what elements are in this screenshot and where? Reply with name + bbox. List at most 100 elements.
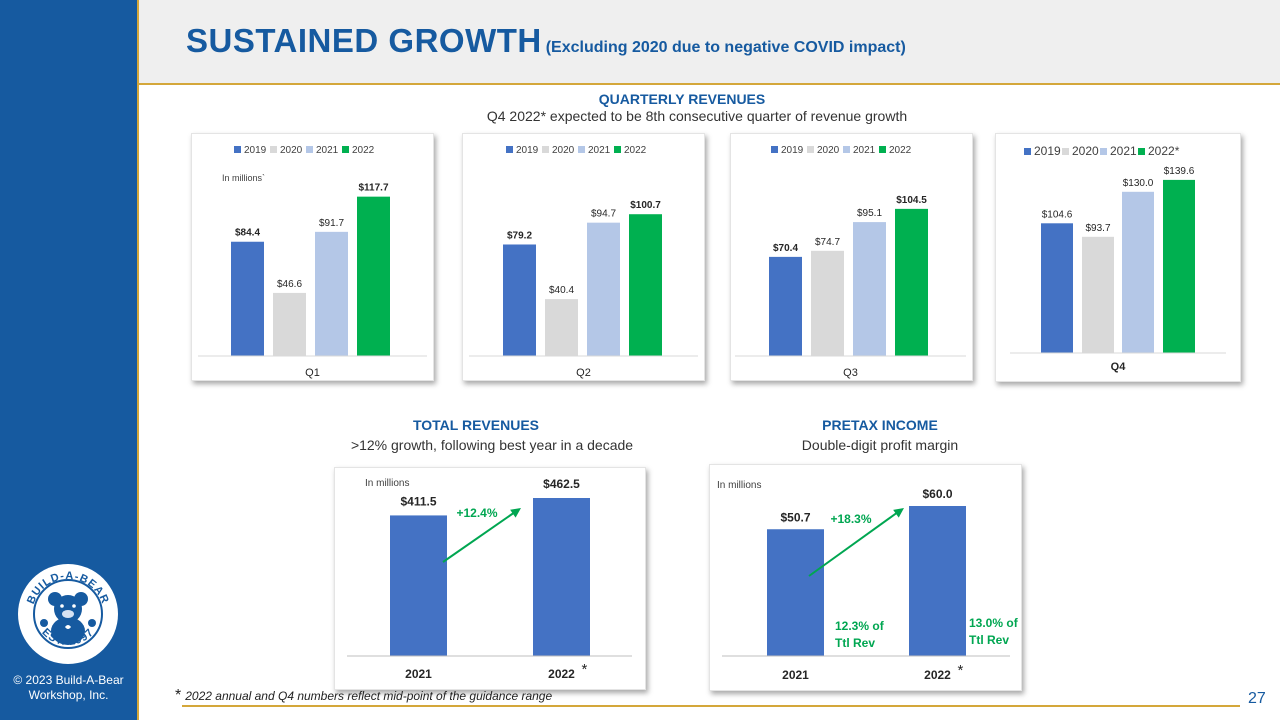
legend-label-2021: 2021 bbox=[588, 145, 611, 156]
legend-swatch-2019 bbox=[1024, 148, 1031, 155]
footnote: * 2022 annual and Q4 numbers reflect mid-… bbox=[175, 687, 552, 705]
bar-2021 bbox=[767, 529, 824, 656]
legend-label-2022: 2022 bbox=[352, 145, 375, 156]
legend-swatch-2019 bbox=[506, 146, 513, 153]
data-label-2022: $139.6 bbox=[1164, 166, 1195, 177]
legend-label-2022: 2022* bbox=[1148, 144, 1180, 158]
pretax-subtitle: Double-digit profit margin bbox=[801, 437, 959, 453]
data-label-2021: $91.7 bbox=[319, 218, 344, 229]
legend-swatch-2021 bbox=[843, 146, 850, 153]
units-annotation: In millions bbox=[365, 478, 409, 489]
data-label-2019: $70.4 bbox=[773, 243, 798, 254]
category-label-q2: Q2 bbox=[576, 367, 591, 379]
bar-2021 bbox=[390, 515, 447, 656]
bar-q4-2022 bbox=[1163, 179, 1195, 353]
data-label-2022: $60.0 bbox=[922, 487, 952, 501]
bar-q4-2020 bbox=[1082, 236, 1114, 353]
units-annotation: In millions` bbox=[222, 173, 265, 183]
bar-q1-2022 bbox=[357, 196, 390, 356]
total-revenue-chart-card: In millions $411.5 2021 $462.5 2022 * +12.4% bbox=[334, 467, 646, 690]
growth-label: +12.4% bbox=[456, 506, 497, 520]
q3-chart: 2019 2020 2021 2022 $70.4 $74.7 $95.1 $104.5 Q3 bbox=[735, 145, 966, 379]
legend-swatch-2022 bbox=[1138, 148, 1145, 155]
category-label-q3: Q3 bbox=[843, 367, 858, 379]
legend-label-2021: 2021 bbox=[853, 145, 876, 156]
growth-arrow-line bbox=[808, 511, 899, 577]
legend-swatch-2021 bbox=[578, 146, 585, 153]
data-label-2020: $74.7 bbox=[815, 237, 840, 248]
category-label-2022: 2022 bbox=[924, 668, 951, 682]
legend-swatch-2021 bbox=[1100, 148, 1107, 155]
data-label-2022: $104.5 bbox=[896, 195, 927, 206]
data-label-2021: $411.5 bbox=[400, 494, 436, 508]
footer-rule bbox=[182, 705, 1240, 707]
legend-label-2020: 2020 bbox=[817, 145, 840, 156]
data-label-2021: $94.7 bbox=[591, 209, 616, 220]
legend-label-2020: 2020 bbox=[552, 145, 575, 156]
legend-swatch-2020 bbox=[270, 146, 277, 153]
category-mark-2022: * bbox=[582, 661, 588, 678]
bar-q3-2020 bbox=[811, 250, 844, 356]
legend-label-2019: 2019 bbox=[781, 145, 804, 156]
data-label-2019: $104.6 bbox=[1042, 209, 1073, 220]
quarterly-subtitle: Q4 2022* expected to be 8th consecutive … bbox=[486, 108, 908, 124]
units-annotation: In millions bbox=[717, 480, 761, 491]
title-main: SUSTAINED GROWTH bbox=[186, 22, 542, 59]
legend-label-2022: 2022 bbox=[624, 145, 647, 156]
q4-chart-card: 2019 2020 2021 2022* $104.6 $93.7 $130.0 $139.6… bbox=[995, 133, 1241, 382]
header-rule bbox=[139, 83, 1280, 85]
q3-chart-card: 2019 2020 2021 2022 $70.4 $74.7 $95.1 $104.5 Q3 bbox=[730, 133, 973, 381]
legend-label-2019: 2019 bbox=[1034, 144, 1061, 158]
category-label-q4: Q4 bbox=[1111, 361, 1127, 373]
q2-chart: 2019 2020 2021 2022 $79.2 $40.4 $94.7 $100.7 Q2 bbox=[469, 145, 698, 379]
page-title: SUSTAINED GROWTH (Excluding 2020 due to n… bbox=[186, 22, 906, 60]
growth-arrow-head-icon bbox=[510, 508, 521, 518]
legend-swatch-2022 bbox=[614, 146, 621, 153]
legend-swatch-2020 bbox=[807, 146, 814, 153]
data-label-2022: $100.7 bbox=[630, 200, 661, 211]
quarterly-title: QUARTERLY REVENUES bbox=[598, 91, 766, 107]
category-label-2021: 2021 bbox=[405, 667, 432, 681]
pretax-income-chart-card: In millions $50.7 2021 $60.0 2022 * +18.3% 12.3… bbox=[709, 464, 1022, 691]
legend-label-2020: 2020 bbox=[280, 145, 303, 156]
build-a-bear-logo: BUILD-A-BEAR EST. 1997 bbox=[17, 563, 119, 665]
page-number: 27 bbox=[1248, 690, 1266, 707]
bar-2022 bbox=[909, 506, 966, 656]
bar-q2-2020 bbox=[545, 299, 578, 356]
legend-label-2021: 2021 bbox=[1110, 144, 1137, 158]
bar-q2-2021 bbox=[587, 222, 620, 356]
total-subtitle: >12% growth, following best year in a de… bbox=[350, 437, 634, 453]
header-band bbox=[139, 0, 1280, 83]
legend-label-2020: 2020 bbox=[1072, 144, 1099, 158]
pretax-income-chart: In millions $50.7 2021 $60.0 2022 * +18.3% 12.3… bbox=[717, 480, 1019, 682]
bar-q1-2021 bbox=[315, 231, 348, 356]
legend-swatch-2019 bbox=[771, 146, 778, 153]
growth-arrow-head-icon bbox=[893, 508, 904, 518]
legend-label-2021: 2021 bbox=[316, 145, 339, 156]
legend-swatch-2020 bbox=[1062, 148, 1069, 155]
margin-label-2021-line1: 12.3% of bbox=[835, 619, 885, 633]
bar-q3-2021 bbox=[853, 222, 886, 356]
bar-q2-2019 bbox=[503, 244, 536, 356]
sidebar-divider bbox=[137, 0, 139, 720]
bar-q4-2021 bbox=[1122, 191, 1154, 353]
category-mark-2022: * bbox=[958, 662, 964, 679]
legend-label-2019: 2019 bbox=[244, 145, 267, 156]
title-sub: (Excluding 2020 due to negative COVID im… bbox=[545, 39, 906, 56]
q4-chart: 2019 2020 2021 2022* $104.6 $93.7 $130.0 $139.6… bbox=[1010, 144, 1226, 373]
category-label-2021: 2021 bbox=[782, 668, 809, 682]
footnote-text: 2022 annual and Q4 numbers reflect mid-p… bbox=[185, 689, 553, 703]
q1-chart: 2019 2020 2021 2022 In millions` $84.4 $46.6 $9… bbox=[198, 145, 427, 379]
pretax-title: PRETAX INCOME bbox=[822, 417, 938, 433]
legend-swatch-2020 bbox=[542, 146, 549, 153]
copyright-text: © 2023 Build-A-Bear Workshop, Inc. bbox=[13, 673, 124, 702]
bar-q4-2019 bbox=[1041, 223, 1073, 353]
category-label-2022: 2022 bbox=[548, 667, 575, 681]
legend-swatch-2019 bbox=[234, 146, 241, 153]
margin-label-2022-line2: Ttl Rev bbox=[969, 633, 1009, 647]
margin-label-2021-line2: Ttl Rev bbox=[835, 636, 875, 650]
category-label-q1: Q1 bbox=[305, 367, 320, 379]
data-label-2021: $50.7 bbox=[780, 510, 810, 524]
footnote-star: * bbox=[175, 687, 182, 704]
